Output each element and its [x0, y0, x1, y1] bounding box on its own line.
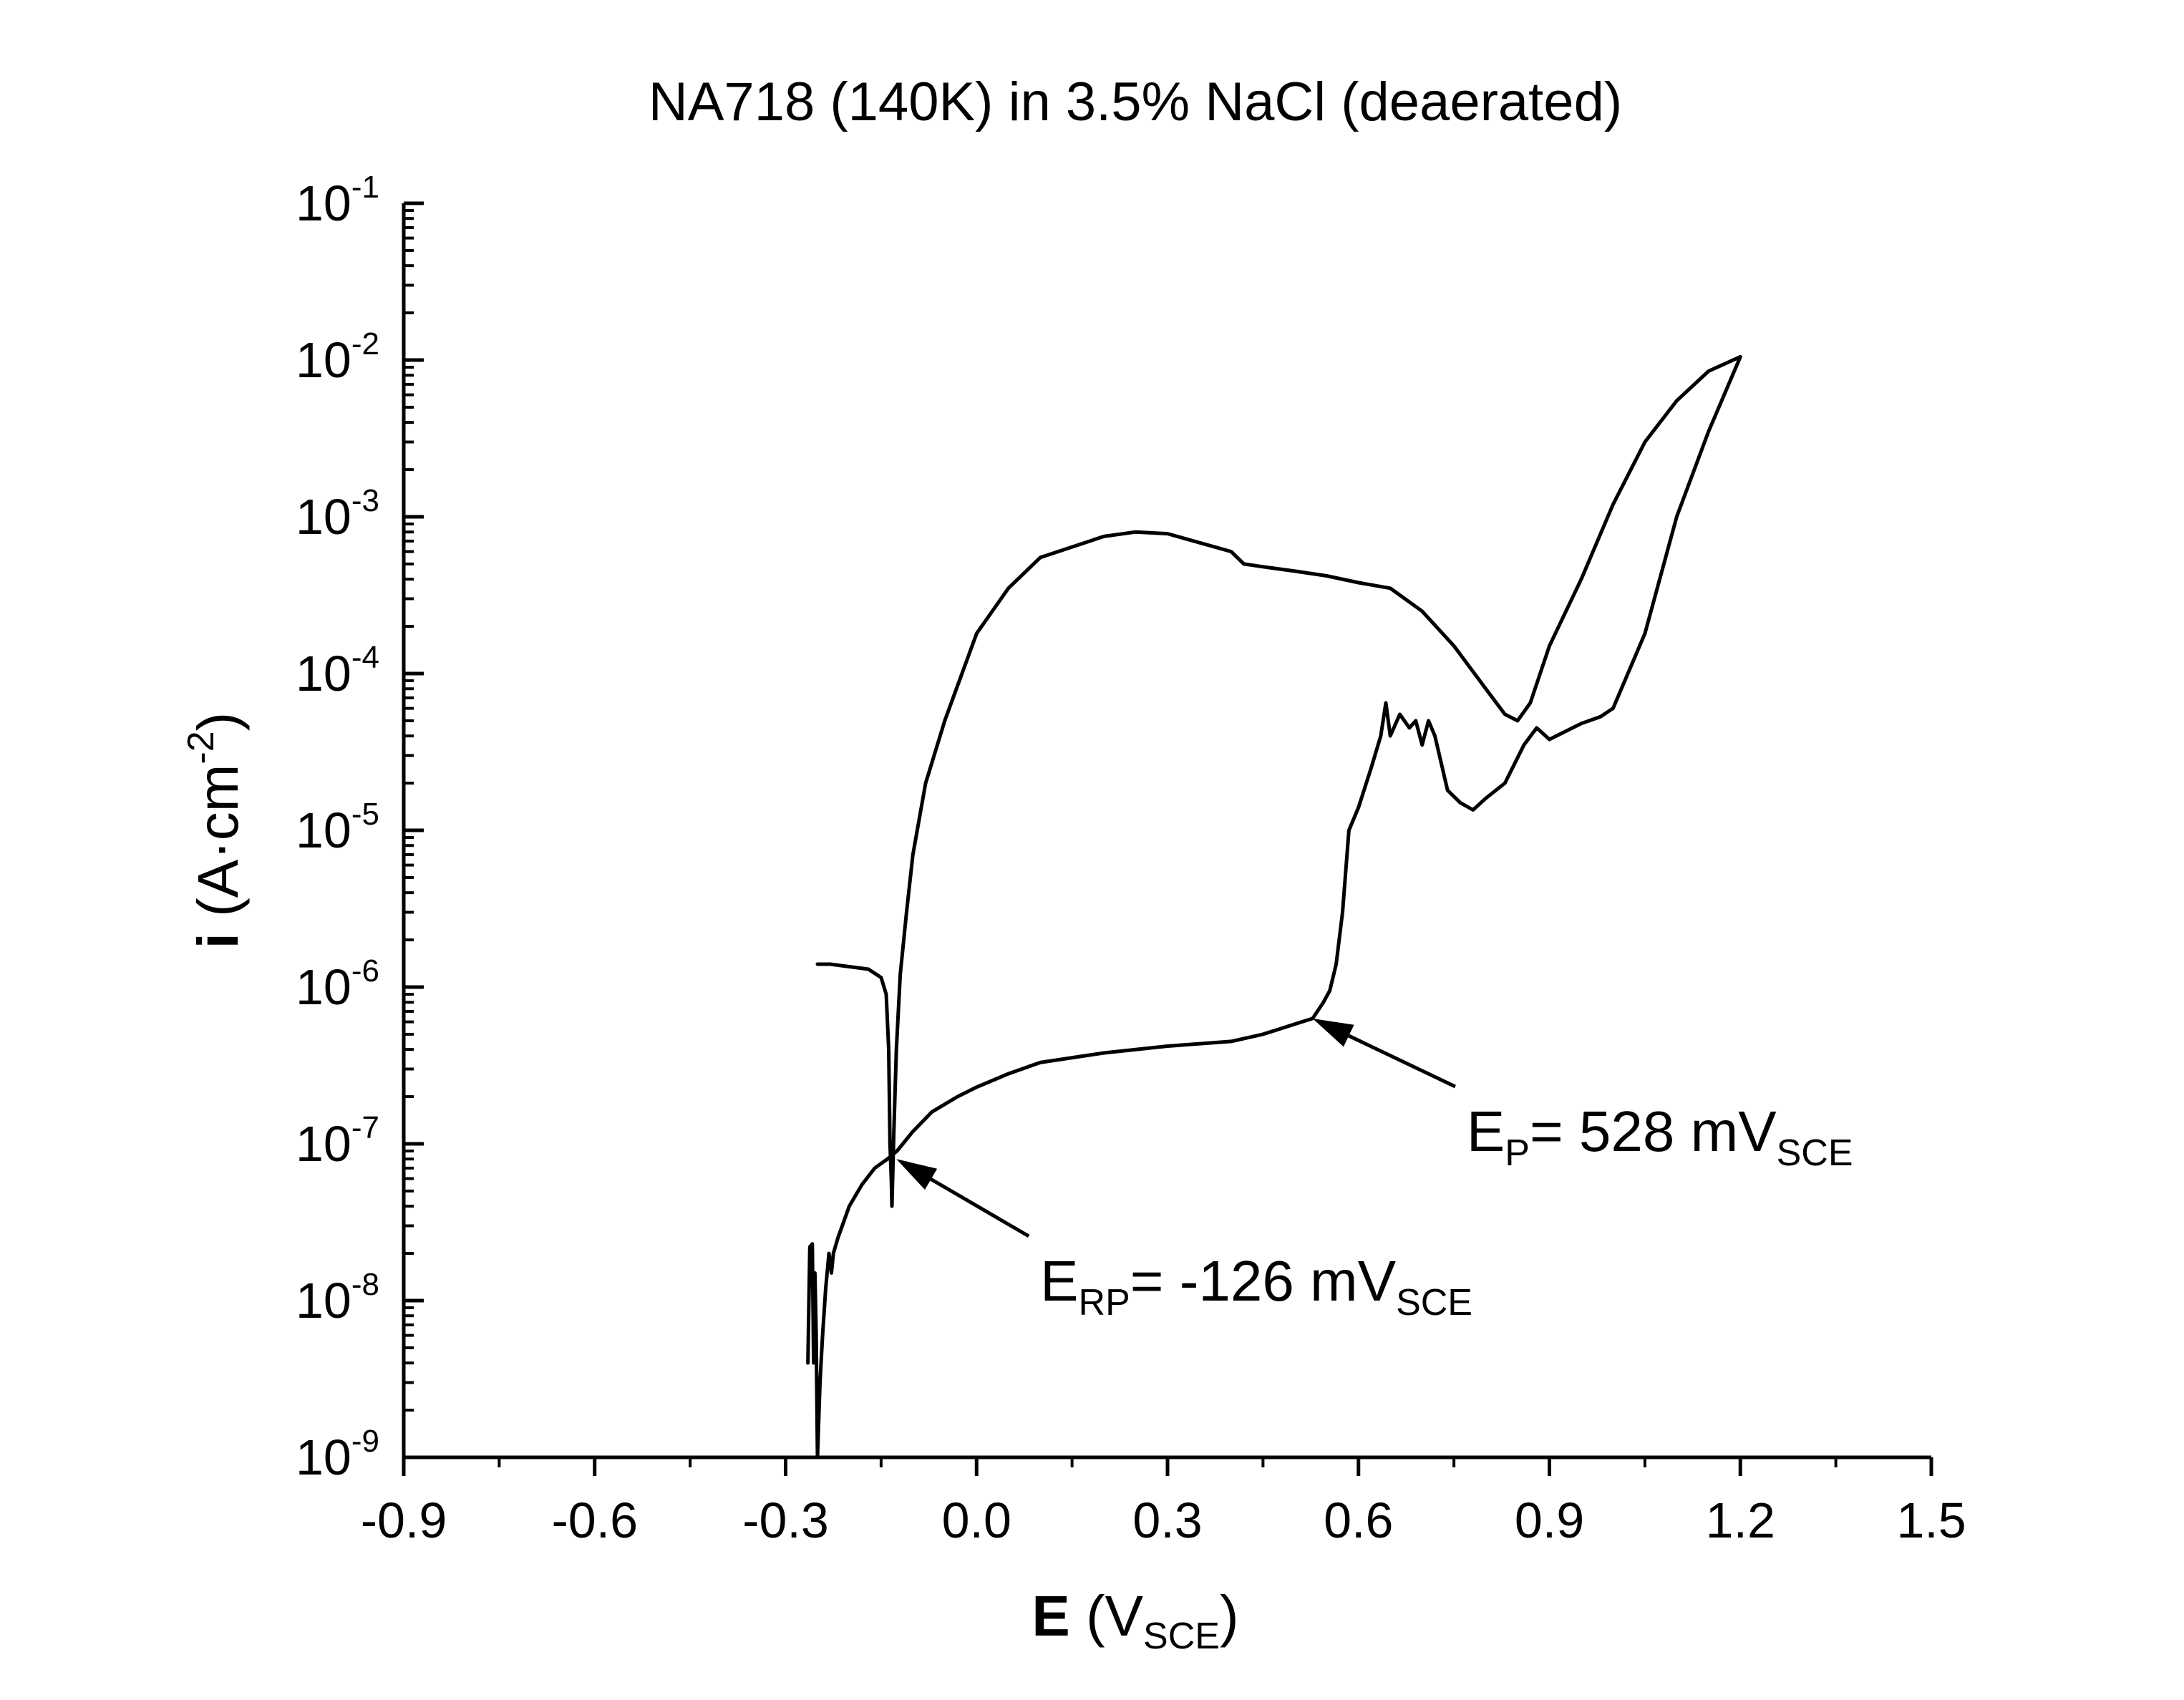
- x-axis-ticks: [402, 1457, 1933, 1476]
- y-axis-ticks: [404, 201, 424, 1459]
- x-tick-label: 1.2: [1706, 1492, 1775, 1548]
- y-tick-label: 10-7: [296, 1110, 379, 1172]
- x-axis-label: E (VSCE): [1032, 1584, 1238, 1657]
- y-tick-label: 10-2: [296, 326, 379, 388]
- series-layer: [806, 354, 1742, 1459]
- annotation-layer: ERP= -126 mVSCE EP= 528 mVSCE: [896, 1018, 1853, 1323]
- y-tick-label: 10-3: [296, 483, 379, 545]
- y-tick-label: 10-9: [296, 1424, 379, 1485]
- annotation-arrow-head: [1312, 1018, 1354, 1047]
- annotation-label: ERP= -126 mVSCE: [1040, 1249, 1472, 1323]
- y-tick-label: 10-8: [296, 1267, 379, 1329]
- annotation-arrow-line: [930, 1177, 1030, 1238]
- x-tick-label: 1.5: [1896, 1492, 1966, 1548]
- annotation-label: EP= 528 mVSCE: [1467, 1099, 1853, 1174]
- x-tick-label: 0.6: [1324, 1492, 1393, 1548]
- y-tick-label: 10-1: [296, 170, 379, 231]
- x-axis-tick-labels: -0.9 -0.6 -0.3 0.0 0.3 0.6 0.9 1.2 1.5: [361, 1492, 1966, 1548]
- polarization-curve: [806, 354, 1742, 1459]
- y-tick-label: 10-5: [296, 797, 379, 858]
- x-tick-label: 0.9: [1515, 1492, 1584, 1548]
- chart-title: NA718 (140K) in 3.5% NaCl (deaerated): [649, 72, 1622, 132]
- x-tick-label: -0.9: [361, 1492, 447, 1548]
- annotation-arrow-head: [896, 1159, 938, 1190]
- y-axis-tick-labels: 10-9 10-8 10-7 10-6 10-5 10-4 10-3 10-2 10-1: [296, 170, 379, 1485]
- y-axis-label: i (A·cm-2): [180, 712, 250, 949]
- y-tick-label: 10-4: [296, 640, 379, 701]
- x-tick-label: -0.6: [551, 1492, 638, 1548]
- x-tick-label: 0.3: [1132, 1492, 1202, 1548]
- x-tick-label: 0.0: [942, 1492, 1011, 1548]
- annotation-arrow-line: [1348, 1034, 1456, 1089]
- x-tick-label: -0.3: [742, 1492, 829, 1548]
- y-tick-label: 10-6: [296, 953, 379, 1015]
